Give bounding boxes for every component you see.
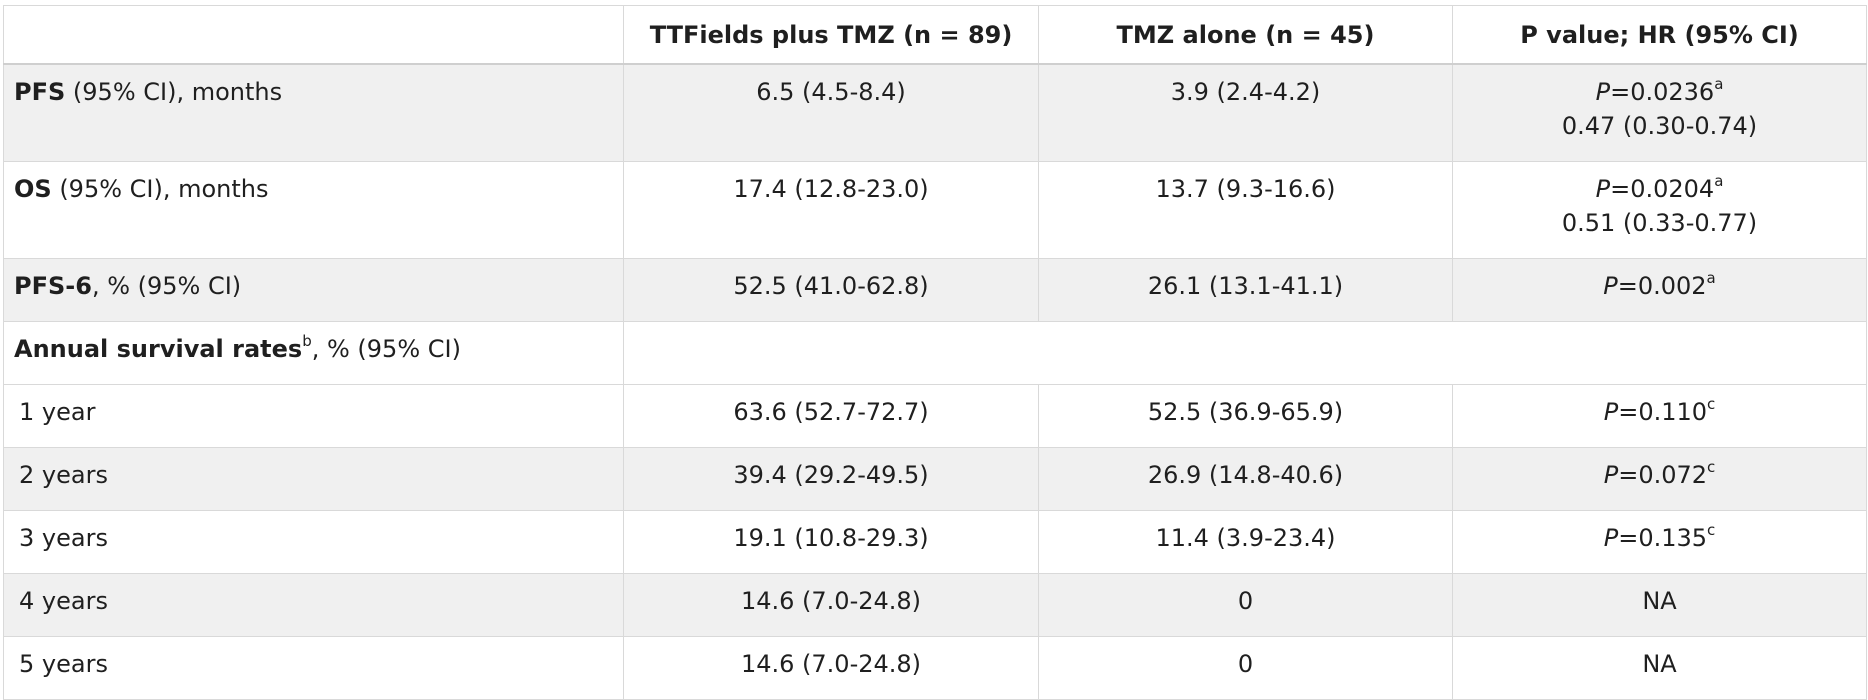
- cell-tmz-alone: 0: [1038, 636, 1453, 700]
- cell-tmz-alone: 0: [1038, 573, 1453, 637]
- table-row-1-year: 1 year 63.6 (52.7-72.7) 52.5 (36.9-65.9)…: [3, 384, 1867, 448]
- cell-p-value: P=0.0236a 0.47 (0.30-0.74): [1452, 63, 1867, 162]
- cell-ttfields-tmz: 39.4 (29.2-49.5): [623, 447, 1039, 511]
- row-label: PFS-6, % (95% CI): [3, 258, 624, 322]
- cell-ttfields-tmz: 63.6 (52.7-72.7): [623, 384, 1039, 448]
- row-label: 1 year: [3, 384, 624, 448]
- table-row-section-annual-survival: Annual survival ratesb, % (95% CI): [3, 321, 1867, 385]
- cell-ttfields-tmz: 14.6 (7.0-24.8): [623, 573, 1039, 637]
- table-row-5-years: 5 years 14.6 (7.0-24.8) 0 NA: [3, 636, 1867, 700]
- row-label: 3 years: [3, 510, 624, 574]
- cell-tmz-alone: 13.7 (9.3-16.6): [1038, 161, 1453, 259]
- cell-p-value: NA: [1452, 573, 1867, 637]
- cell-ttfields-tmz: 52.5 (41.0-62.8): [623, 258, 1039, 322]
- header-ttfields-tmz: TTFields plus TMZ (n = 89): [623, 5, 1039, 65]
- cell-p-value: P=0.110c: [1452, 384, 1867, 448]
- cell-ttfields-tmz: 17.4 (12.8-23.0): [623, 161, 1039, 259]
- row-label: PFS (95% CI), months: [3, 63, 624, 162]
- cell-ttfields-tmz: 6.5 (4.5-8.4): [623, 63, 1039, 162]
- cell-p-value: NA: [1452, 636, 1867, 700]
- table-row-2-years: 2 years 39.4 (29.2-49.5) 26.9 (14.8-40.6…: [3, 447, 1867, 511]
- results-table: TTFields plus TMZ (n = 89) TMZ alone (n …: [3, 5, 1867, 700]
- section-label: Annual survival ratesb, % (95% CI): [3, 321, 624, 385]
- cell-tmz-alone: 52.5 (36.9-65.9): [1038, 384, 1453, 448]
- row-label: 5 years: [3, 636, 624, 700]
- cell-p-value: P=0.072c: [1452, 447, 1867, 511]
- section-empty-cell: [623, 321, 1867, 385]
- row-label: 4 years: [3, 573, 624, 637]
- header-empty: [3, 5, 624, 65]
- cell-ttfields-tmz: 14.6 (7.0-24.8): [623, 636, 1039, 700]
- cell-p-value: P=0.135c: [1452, 510, 1867, 574]
- table-row-pfs6: PFS-6, % (95% CI) 52.5 (41.0-62.8) 26.1 …: [3, 258, 1867, 322]
- cell-p-value: P=0.0204a 0.51 (0.33-0.77): [1452, 161, 1867, 259]
- cell-ttfields-tmz: 19.1 (10.8-29.3): [623, 510, 1039, 574]
- row-label: OS (95% CI), months: [3, 161, 624, 259]
- row-label: 2 years: [3, 447, 624, 511]
- table-row-pfs: PFS (95% CI), months 6.5 (4.5-8.4) 3.9 (…: [3, 63, 1867, 162]
- cell-p-value: P=0.002a: [1452, 258, 1867, 322]
- header-p-value-hr: P value; HR (95% CI): [1452, 5, 1867, 65]
- cell-tmz-alone: 26.1 (13.1-41.1): [1038, 258, 1453, 322]
- header-tmz-alone: TMZ alone (n = 45): [1038, 5, 1453, 65]
- cell-tmz-alone: 11.4 (3.9-23.4): [1038, 510, 1453, 574]
- header-row: TTFields plus TMZ (n = 89) TMZ alone (n …: [3, 5, 1867, 65]
- cell-tmz-alone: 3.9 (2.4-4.2): [1038, 63, 1453, 162]
- hazard-ratio: 0.47 (0.30-0.74): [1561, 112, 1758, 140]
- hazard-ratio: 0.51 (0.33-0.77): [1561, 209, 1758, 237]
- table-row-4-years: 4 years 14.6 (7.0-24.8) 0 NA: [3, 573, 1867, 637]
- cell-tmz-alone: 26.9 (14.8-40.6): [1038, 447, 1453, 511]
- table-row-3-years: 3 years 19.1 (10.8-29.3) 11.4 (3.9-23.4)…: [3, 510, 1867, 574]
- table-row-os: OS (95% CI), months 17.4 (12.8-23.0) 13.…: [3, 161, 1867, 259]
